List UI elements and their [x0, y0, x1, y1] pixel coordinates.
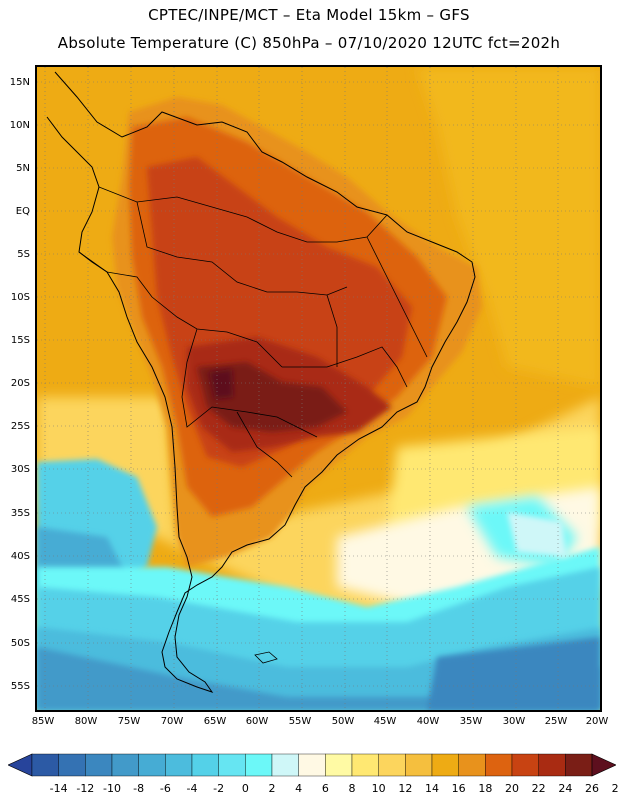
- legend-cell-12: [351, 753, 379, 777]
- lat-label-5n: 5N: [16, 163, 30, 174]
- lon-label-75w: 75W: [117, 716, 141, 727]
- legend-cells: [8, 753, 616, 777]
- legend-cell-5: [165, 753, 193, 777]
- legend-label-5: -4: [186, 782, 198, 795]
- map-canvas: [37, 67, 600, 710]
- country-borders: [78, 186, 428, 478]
- lon-label-70w: 70W: [160, 716, 184, 727]
- legend-cell-over: [591, 753, 616, 777]
- lon-label-40w: 40W: [416, 716, 440, 727]
- legend-cell-13: [378, 753, 406, 777]
- legend-cell-16: [458, 753, 486, 777]
- legend-cell-9: [271, 753, 299, 777]
- lat-label-45s: 45S: [10, 594, 30, 605]
- legend-label-12: 10: [371, 782, 386, 795]
- legend-cell-10: [298, 753, 326, 777]
- lon-label-45w: 45W: [373, 716, 397, 727]
- legend-cell-7: [218, 753, 246, 777]
- legend-label-20: 26: [585, 782, 599, 795]
- lon-label-85w: 85W: [31, 716, 55, 727]
- legend-cell-11: [325, 753, 353, 777]
- lat-label-30s: 30S: [10, 464, 30, 475]
- legend-label-13: 12: [398, 782, 413, 795]
- legend-label-10: 6: [321, 782, 329, 795]
- coldest-zone: [427, 637, 600, 710]
- lat-label-eq: EQ: [15, 206, 30, 217]
- lat-label-15n: 15N: [9, 77, 30, 88]
- legend-cell-1: [58, 753, 86, 777]
- legend-cell-14: [405, 753, 433, 777]
- legend-cell-6: [191, 753, 219, 777]
- lon-label-55w: 55W: [288, 716, 312, 727]
- legend-label-17: 20: [505, 782, 519, 795]
- legend-cell-under: [8, 753, 33, 777]
- legend-cell-19: [538, 753, 566, 777]
- legend-label-16: 18: [478, 782, 493, 795]
- chart-title-line1: CPTEC/INPE/MCT – Eta Model 15km – GFS: [148, 6, 470, 24]
- legend-label-6: -2: [213, 782, 225, 795]
- lon-label-20w: 20W: [585, 716, 609, 727]
- lon-label-80w: 80W: [74, 716, 98, 727]
- legend-cell-17: [485, 753, 513, 777]
- legend-cell-3: [111, 753, 139, 777]
- lat-label-35s: 35S: [10, 508, 30, 519]
- lon-label-60w: 60W: [245, 716, 269, 727]
- legend-cell-4: [138, 753, 166, 777]
- legend-label-11: 8: [348, 782, 356, 795]
- legend-cell-18: [511, 753, 539, 777]
- hottest-zone: [197, 362, 347, 432]
- coastline: [46, 71, 476, 693]
- lat-label-15s: 15S: [10, 335, 30, 346]
- legend-label-15: 16: [451, 782, 466, 795]
- legend-label-19: 24: [558, 782, 573, 795]
- legend-cell-15: [431, 753, 459, 777]
- legend-label-3: -8: [133, 782, 145, 795]
- legend-cell-20: [565, 753, 593, 777]
- lat-label-50s: 50S: [10, 638, 30, 649]
- legend-label-21: 28: [611, 782, 618, 795]
- legend-label-18: 22: [531, 782, 546, 795]
- lon-label-35w: 35W: [459, 716, 483, 727]
- legend-label-0: -14: [49, 782, 68, 795]
- lat-label-10s: 10S: [10, 292, 30, 303]
- lon-label-50w: 50W: [331, 716, 355, 727]
- legend-label-14: 14: [425, 782, 439, 795]
- legend-label-2: -10: [103, 782, 121, 795]
- lon-label-65w: 65W: [203, 716, 227, 727]
- lon-label-30w: 30W: [502, 716, 526, 727]
- lat-label-25s: 25S: [10, 421, 30, 432]
- lat-label-20s: 20S: [10, 378, 30, 389]
- lat-label-40s: 40S: [10, 551, 30, 562]
- atlantic-warm-zone: [417, 67, 600, 387]
- legend-cell-2: [85, 753, 113, 777]
- legend-label-4: -6: [159, 782, 171, 795]
- color-legend: [8, 753, 616, 777]
- legend-label-8: 2: [268, 782, 276, 795]
- falkland-islands: [254, 651, 278, 664]
- legend-cell-8: [245, 753, 273, 777]
- chart-title-line2: Absolute Temperature (C) 850hPa – 07/10/…: [57, 34, 561, 52]
- lat-label-10n: 10N: [9, 120, 30, 131]
- lat-label-5s: 5S: [17, 249, 30, 260]
- lat-label-55s: 55S: [10, 681, 30, 692]
- legend-label-1: -12: [76, 782, 95, 795]
- legend-label-7: 0: [241, 782, 249, 795]
- legend-cell-0: [31, 753, 59, 777]
- temperature-map: [35, 65, 602, 712]
- legend-label-9: 4: [295, 782, 303, 795]
- lon-label-25w: 25W: [544, 716, 568, 727]
